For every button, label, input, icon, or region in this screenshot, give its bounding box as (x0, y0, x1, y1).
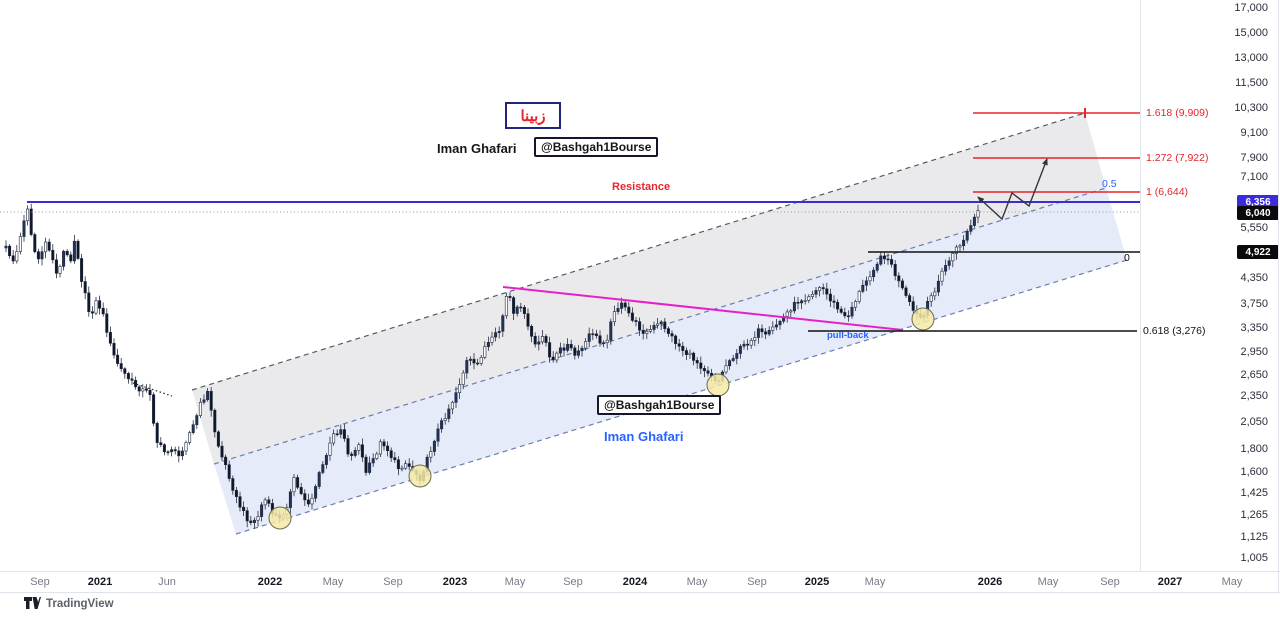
price-tick-label: 5,550 (1240, 222, 1268, 234)
fib-label: 0.618 (3,276) (1143, 325, 1206, 337)
time-tick-label: 2026 (977, 576, 1003, 588)
right-edge-border (1278, 0, 1279, 592)
time-tick-label: Sep (563, 576, 583, 588)
resistance-label: Resistance (612, 181, 671, 193)
symbol-watermark-box: زبينا (505, 102, 561, 129)
price-tick-label: 7,100 (1240, 171, 1268, 183)
axis-bottom-separator (0, 592, 1280, 593)
price-tick-label: 1,800 (1240, 443, 1268, 455)
channel-lines[interactable] (191, 112, 1128, 535)
price-tick-label: 11,500 (1235, 77, 1268, 89)
fib-label: 1.618 (9,909) (1146, 107, 1209, 119)
price-axis-separator (1140, 0, 1141, 571)
price-tick-label: 4,350 (1240, 272, 1268, 284)
price-badge: 4,922 (1237, 245, 1279, 259)
price-tick-label: 7,900 (1240, 152, 1268, 164)
time-tick-label: May (1037, 576, 1059, 588)
time-tick-label: 2021 (87, 576, 113, 588)
time-tick-label: May (864, 576, 886, 588)
time-tick-label: May (504, 576, 526, 588)
handle-watermark-top: @Bashgah1Bourse (534, 137, 659, 157)
price-tick-label: 17,000 (1234, 2, 1268, 14)
fib-label: 0 (1124, 252, 1130, 264)
price-tick-label: 1,425 (1240, 487, 1268, 499)
fib-label: 1.272 (7,922) (1146, 152, 1209, 164)
time-tick-label: 2024 (622, 576, 648, 588)
price-tick-label: 3,350 (1240, 322, 1268, 334)
price-badge: 6,356 (1237, 195, 1279, 209)
price-tick-label: 2,950 (1240, 346, 1268, 358)
projection-arrow[interactable] (977, 158, 1048, 221)
time-tick-label: 2025 (804, 576, 830, 588)
price-tick-label: 1,005 (1240, 552, 1268, 564)
price-tick-label: 2,350 (1240, 390, 1268, 402)
author-watermark-mid: Iman Ghafari (604, 429, 684, 444)
handle-watermark-mid: @Bashgah1Bourse (597, 395, 722, 415)
price-tick-label: 1,265 (1240, 509, 1268, 521)
time-tick-label: May (1221, 576, 1243, 588)
tradingview-logo-icon (24, 597, 41, 609)
time-tick-label: Sep (747, 576, 767, 588)
price-tick-label: 1,125 (1240, 531, 1268, 543)
price-axis[interactable]: 17,000 15,000 13,000 11,500 10,300 9,100 7,900… (1140, 0, 1280, 592)
price-tick-label: 13,000 (1234, 52, 1268, 64)
time-tick-label: 2023 (442, 576, 468, 588)
tradingview-logo[interactable]: TradingView (24, 597, 114, 610)
price-tick-label: 2,650 (1240, 369, 1268, 381)
time-tick-label: Sep (1100, 576, 1120, 588)
time-tick-label: Sep (383, 576, 403, 588)
time-tick-label: 2027 (1157, 576, 1183, 588)
fib-label: 1 (6,644) (1146, 186, 1189, 198)
pullback-label: pull-back (827, 330, 869, 341)
chart-bottom-separator (0, 571, 1280, 572)
price-tick-label: 15,000 (1234, 27, 1268, 39)
tradingview-logo-text: TradingView (46, 597, 114, 610)
price-tick-label: 1,600 (1240, 466, 1268, 478)
candles (4, 203, 980, 529)
fib-label: 0.5 (1102, 178, 1117, 190)
price-tick-label: 10,300 (1234, 102, 1268, 114)
price-tick-label: 3,750 (1240, 298, 1268, 310)
time-axis[interactable]: Sep 2021 Jun 2022 May Sep 2023 May Sep 2024 May Sep… (0, 572, 1280, 592)
channel-fills (192, 113, 1127, 534)
price-tick-label: 2,050 (1240, 416, 1268, 428)
price-tick-label: 9,100 (1240, 127, 1268, 139)
time-tick-label: 2022 (257, 576, 283, 588)
time-tick-label: May (686, 576, 708, 588)
time-tick-label: Sep (30, 576, 50, 588)
time-tick-label: Jun (158, 576, 176, 588)
price-badge: 6,040 (1237, 206, 1279, 220)
time-tick-label: May (322, 576, 344, 588)
author-watermark-top: Iman Ghafari (437, 141, 517, 156)
